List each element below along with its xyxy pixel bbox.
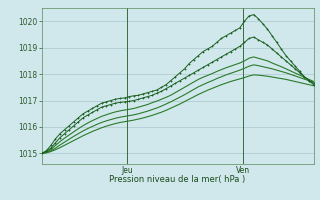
Text: Ven: Ven [236, 166, 250, 175]
Text: Jeu: Jeu [121, 166, 133, 175]
X-axis label: Pression niveau de la mer( hPa ): Pression niveau de la mer( hPa ) [109, 175, 246, 184]
